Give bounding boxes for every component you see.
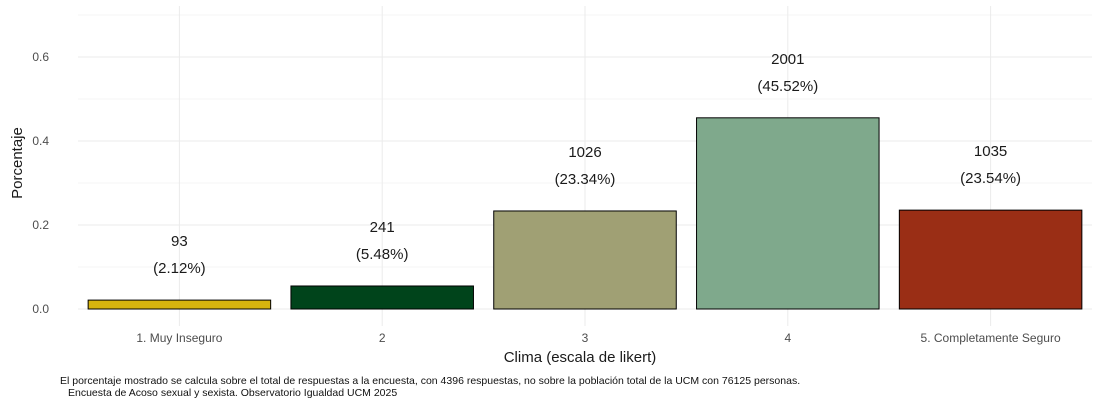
bars-group	[87, 117, 1083, 310]
x-axis-title: Clima (escala de likert)	[504, 349, 657, 366]
bar-percent-label: (23.34%)	[555, 171, 616, 188]
x-tick-label: 1. Muy Inseguro	[136, 331, 222, 345]
bar	[898, 209, 1083, 310]
bar-labels-group: 93 (2.12%) 241 (5.48%) 1026 (23.34%) 2001 (45.5…	[153, 51, 1021, 277]
bar-count-label: 2001	[771, 51, 804, 68]
bar-percent-label: (23.54%)	[960, 170, 1021, 187]
bar-percent-label: (2.12%)	[153, 260, 206, 277]
y-tick-label: 0.4	[32, 134, 49, 148]
bar-percent-label: (45.52%)	[757, 78, 818, 95]
x-axis-ticks: 1. Muy Inseguro 2 3 4 5. Completamente Segur…	[136, 331, 1061, 345]
x-tick-label: 3	[582, 331, 589, 345]
bar	[290, 285, 474, 310]
x-tick-label: 5. Completamente Seguro	[921, 331, 1061, 345]
bar	[696, 117, 880, 310]
x-tick-label: 4	[784, 331, 791, 345]
x-tick-label: 2	[379, 331, 386, 345]
bar-count-label: 1035	[974, 143, 1007, 160]
y-tick-label: 0.0	[32, 302, 49, 316]
bar-percent-label: (5.48%)	[356, 246, 409, 263]
y-axis-ticks: 0.0 0.2 0.4 0.6	[32, 50, 49, 316]
bar	[493, 210, 677, 310]
bar-count-label: 1026	[568, 144, 601, 161]
caption-note: El porcentaje mostrado se calcula sobre …	[60, 375, 801, 387]
y-tick-label: 0.2	[32, 218, 49, 232]
y-tick-label: 0.6	[32, 50, 49, 64]
bar-count-label: 93	[171, 233, 188, 250]
caption-source: Encuesta de Acoso sexual y sexista. Obse…	[68, 387, 398, 399]
y-axis-title: Porcentaje	[9, 127, 26, 199]
bar-count-label: 241	[370, 219, 395, 236]
bar	[87, 299, 272, 310]
